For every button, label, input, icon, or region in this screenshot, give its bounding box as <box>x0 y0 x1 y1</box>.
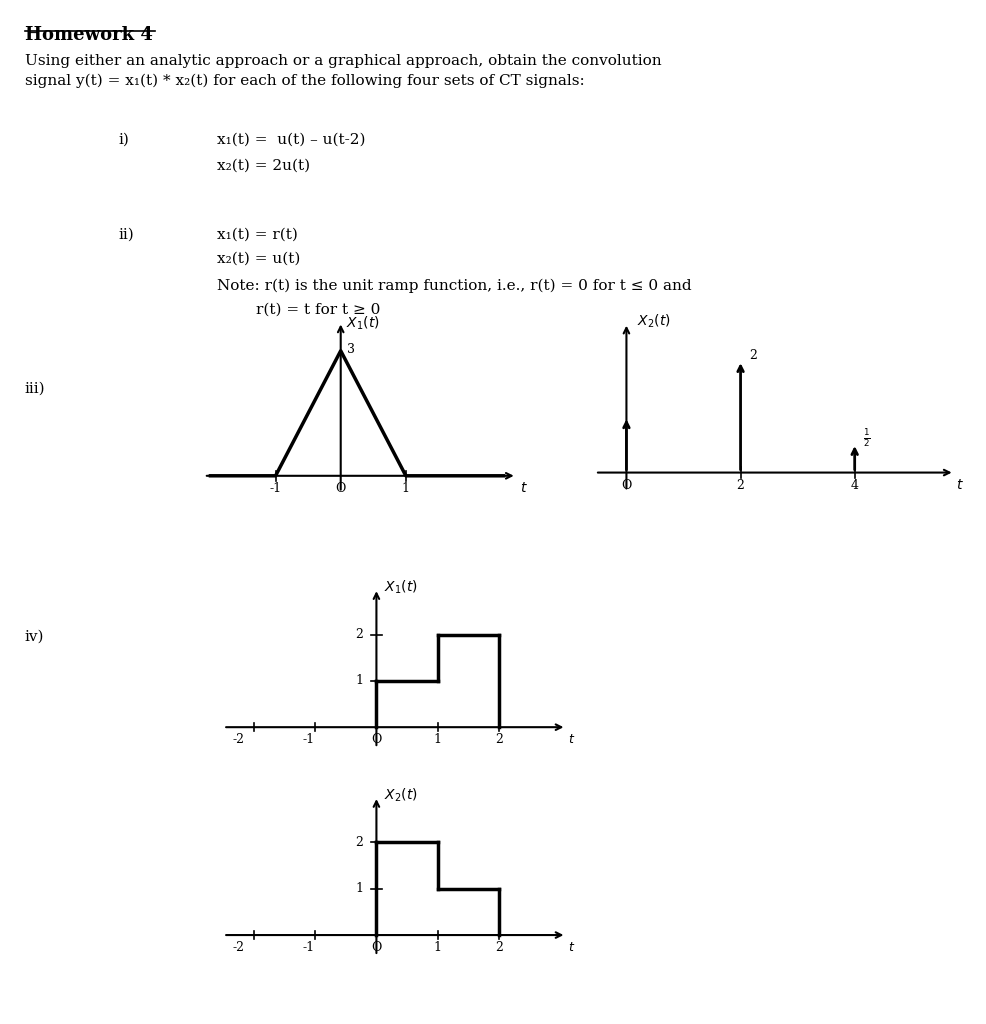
Text: i): i) <box>118 133 129 147</box>
Text: $t$: $t$ <box>520 480 528 495</box>
Text: Homework 4: Homework 4 <box>25 26 153 44</box>
Text: 1: 1 <box>433 733 442 746</box>
Text: $X_2(t)$: $X_2(t)$ <box>636 312 669 330</box>
Text: iii): iii) <box>25 382 45 396</box>
Text: x₁(t) =  u(t) – u(t-2): x₁(t) = u(t) – u(t-2) <box>217 133 365 147</box>
Text: $X_1(t)$: $X_1(t)$ <box>345 314 380 332</box>
Text: x₁(t) = r(t): x₁(t) = r(t) <box>217 227 298 242</box>
Text: 2: 2 <box>495 941 503 954</box>
Text: x₂(t) = u(t): x₂(t) = u(t) <box>217 252 300 266</box>
Text: O: O <box>620 478 631 492</box>
Text: 2: 2 <box>355 628 363 641</box>
Text: 1: 1 <box>355 883 363 895</box>
Text: ii): ii) <box>118 227 134 242</box>
Text: 2: 2 <box>355 836 363 849</box>
Text: -1: -1 <box>303 941 315 954</box>
Text: 1: 1 <box>355 675 363 687</box>
Text: -2: -2 <box>233 733 245 746</box>
Text: O: O <box>335 481 345 495</box>
Text: O: O <box>371 733 382 746</box>
Text: $X_2(t)$: $X_2(t)$ <box>384 786 417 804</box>
Text: $t$: $t$ <box>955 477 963 492</box>
Text: 2: 2 <box>495 733 503 746</box>
Text: 2: 2 <box>748 349 756 362</box>
Text: 1: 1 <box>401 481 409 495</box>
Text: 2: 2 <box>736 478 743 492</box>
Text: $\frac{1}{2}$: $\frac{1}{2}$ <box>863 427 870 450</box>
Text: x₂(t) = 2u(t): x₂(t) = 2u(t) <box>217 159 310 173</box>
Text: -1: -1 <box>303 733 315 746</box>
Text: r(t) = t for t ≥ 0: r(t) = t for t ≥ 0 <box>217 303 381 317</box>
Text: 4: 4 <box>850 478 858 492</box>
Text: $X_1(t)$: $X_1(t)$ <box>384 579 417 596</box>
Text: iv): iv) <box>25 630 44 644</box>
Text: 1: 1 <box>433 941 442 954</box>
Text: O: O <box>371 941 382 954</box>
Text: $t$: $t$ <box>567 941 574 954</box>
Text: $t$: $t$ <box>567 733 574 746</box>
Text: -2: -2 <box>233 941 245 954</box>
Text: 3: 3 <box>347 343 355 356</box>
Text: Using either an analytic approach or a graphical approach, obtain the convolutio: Using either an analytic approach or a g… <box>25 54 661 88</box>
Text: -1: -1 <box>269 481 281 495</box>
Text: Note: r(t) is the unit ramp function, i.e., r(t) = 0 for t ≤ 0 and: Note: r(t) is the unit ramp function, i.… <box>217 279 691 293</box>
